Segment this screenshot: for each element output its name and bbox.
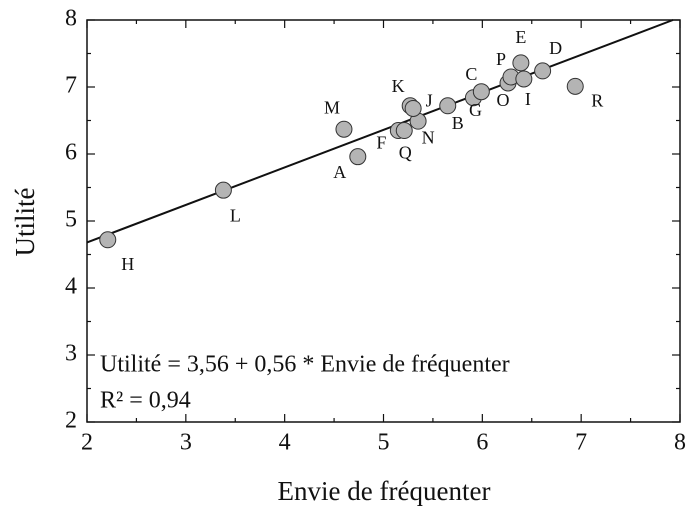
y-tick-label: 5 [65,207,77,233]
point-label: L [230,205,241,225]
y-tick-label: 3 [65,341,77,367]
point [439,97,457,115]
point-label: I [525,89,531,109]
point-label: P [496,49,506,69]
x-tick-label: 5 [378,430,390,456]
point-label: G [469,100,482,120]
y-tick-label: 6 [65,140,77,166]
point-label: B [452,113,464,133]
point-label: O [497,90,510,110]
point [335,120,353,138]
point-label: R [591,90,603,110]
point [395,122,413,140]
x-tick-label: 2 [81,430,93,456]
point-label: E [515,27,526,47]
x-axis-title: Envie de fréquenter [278,476,491,506]
point-label: M [324,97,340,117]
y-tick-label: 2 [65,408,77,434]
equation: Utilité = 3,56 + 0,56 * Envie de fréquen… [100,352,510,378]
point-label: D [549,38,562,58]
point-label: A [333,162,346,182]
regression-line [86,19,674,244]
point [512,54,530,72]
point [472,83,490,101]
point [404,99,422,117]
y-tick-label: 4 [65,274,77,300]
point [99,231,117,249]
y-tick-label: 8 [65,6,77,32]
y-tick-label: 7 [65,73,77,99]
y-axis-title: Utilité [10,187,40,256]
r-squared: R² = 0,94 [100,388,191,414]
point-label: H [121,254,134,274]
x-tick-label: 7 [575,430,587,456]
point-label: N [422,127,435,147]
x-tick-label: 4 [279,430,291,456]
point [515,70,533,88]
point [349,148,367,166]
point-label: K [392,76,405,96]
point-label: C [465,64,477,84]
x-tick-label: 8 [674,430,686,456]
point [214,181,232,199]
x-tick-label: 3 [180,430,192,456]
x-tick-label: 6 [476,430,488,456]
point [534,62,552,80]
point-label: Q [399,143,412,163]
point-label: J [426,91,433,111]
point [566,77,584,95]
point-label: F [376,133,386,153]
